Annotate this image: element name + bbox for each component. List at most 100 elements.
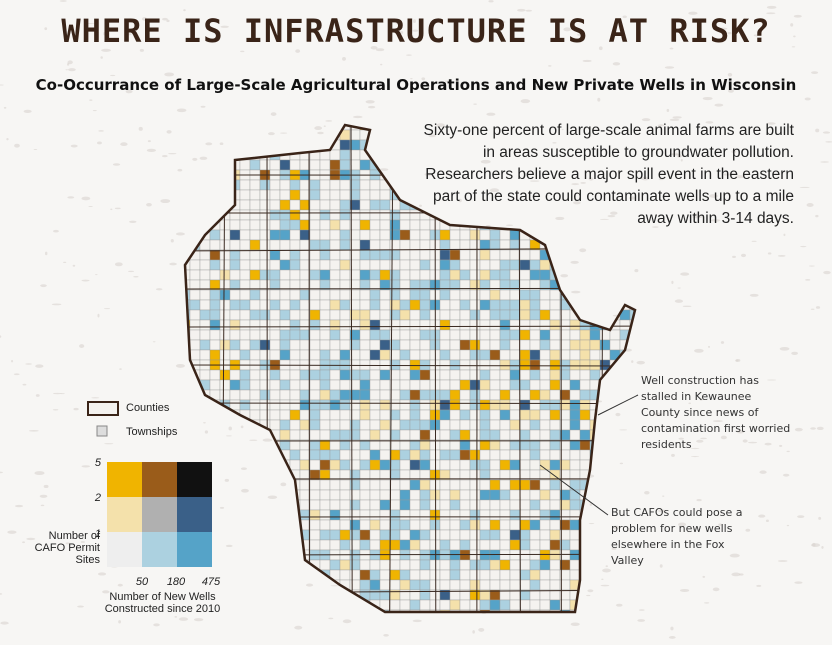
township bbox=[449, 419, 461, 431]
speckle bbox=[375, 48, 385, 52]
township bbox=[209, 169, 221, 181]
township bbox=[399, 429, 411, 441]
speckle bbox=[436, 123, 445, 127]
township bbox=[379, 409, 391, 421]
speckle bbox=[40, 284, 47, 288]
township bbox=[439, 559, 451, 571]
speckle bbox=[127, 270, 135, 273]
township bbox=[309, 179, 321, 191]
township bbox=[449, 359, 461, 371]
township bbox=[579, 409, 591, 421]
township bbox=[319, 159, 331, 171]
township bbox=[479, 319, 491, 331]
township bbox=[439, 449, 451, 461]
speckle bbox=[698, 429, 701, 432]
township bbox=[429, 569, 441, 581]
township bbox=[529, 549, 541, 561]
township bbox=[399, 169, 411, 181]
township bbox=[619, 239, 631, 251]
township bbox=[489, 229, 501, 241]
township bbox=[519, 379, 531, 391]
township bbox=[369, 499, 381, 511]
township bbox=[309, 219, 321, 231]
township bbox=[369, 389, 381, 401]
township bbox=[529, 539, 541, 551]
township bbox=[509, 229, 521, 241]
township bbox=[489, 399, 501, 411]
township bbox=[319, 519, 331, 531]
township bbox=[609, 459, 621, 471]
township bbox=[409, 409, 421, 421]
township bbox=[259, 499, 271, 511]
township bbox=[289, 459, 301, 471]
township bbox=[419, 349, 431, 361]
township bbox=[259, 259, 271, 271]
township bbox=[399, 569, 411, 581]
township bbox=[479, 419, 491, 431]
township bbox=[419, 579, 431, 591]
speckle bbox=[696, 439, 704, 443]
township bbox=[209, 379, 221, 391]
township bbox=[319, 499, 331, 511]
township bbox=[309, 249, 321, 261]
speckle bbox=[723, 173, 731, 176]
township bbox=[629, 339, 635, 351]
township bbox=[239, 309, 251, 321]
speckle bbox=[638, 609, 645, 611]
township bbox=[249, 389, 261, 401]
township bbox=[509, 269, 521, 281]
township bbox=[249, 229, 261, 241]
township bbox=[489, 379, 501, 391]
speckle bbox=[615, 603, 623, 607]
township bbox=[439, 489, 451, 501]
township bbox=[249, 269, 261, 281]
township bbox=[359, 479, 371, 491]
speckle bbox=[727, 31, 732, 35]
township bbox=[329, 229, 341, 241]
township bbox=[589, 299, 601, 311]
speckle bbox=[377, 21, 385, 23]
township bbox=[569, 269, 581, 281]
speckle bbox=[664, 66, 675, 69]
township bbox=[549, 569, 561, 581]
township bbox=[579, 359, 591, 371]
speckle bbox=[125, 33, 132, 36]
township bbox=[339, 309, 351, 321]
township bbox=[419, 389, 431, 401]
township bbox=[299, 179, 311, 191]
township bbox=[219, 239, 231, 251]
township bbox=[509, 379, 521, 391]
township bbox=[269, 519, 281, 531]
speckle bbox=[815, 306, 821, 309]
township bbox=[299, 419, 311, 431]
township bbox=[439, 539, 451, 551]
township bbox=[349, 529, 361, 541]
speckle bbox=[178, 617, 189, 621]
township bbox=[239, 399, 251, 411]
township bbox=[229, 599, 241, 611]
township bbox=[249, 579, 261, 591]
township bbox=[369, 179, 381, 191]
township bbox=[549, 459, 561, 471]
township bbox=[219, 229, 231, 241]
township bbox=[209, 209, 221, 221]
speckle bbox=[529, 180, 540, 182]
township bbox=[469, 489, 481, 501]
township bbox=[539, 289, 551, 301]
speckle bbox=[226, 435, 232, 437]
township bbox=[379, 559, 391, 571]
township bbox=[199, 159, 211, 171]
speckle bbox=[736, 80, 741, 85]
township bbox=[359, 539, 371, 551]
township bbox=[339, 519, 351, 531]
township bbox=[519, 509, 531, 521]
township bbox=[629, 289, 635, 301]
township bbox=[279, 269, 291, 281]
township bbox=[299, 299, 311, 311]
township bbox=[499, 549, 511, 561]
township bbox=[489, 459, 501, 471]
township bbox=[229, 269, 241, 281]
township bbox=[469, 529, 481, 541]
township bbox=[529, 369, 541, 381]
township bbox=[439, 309, 451, 321]
